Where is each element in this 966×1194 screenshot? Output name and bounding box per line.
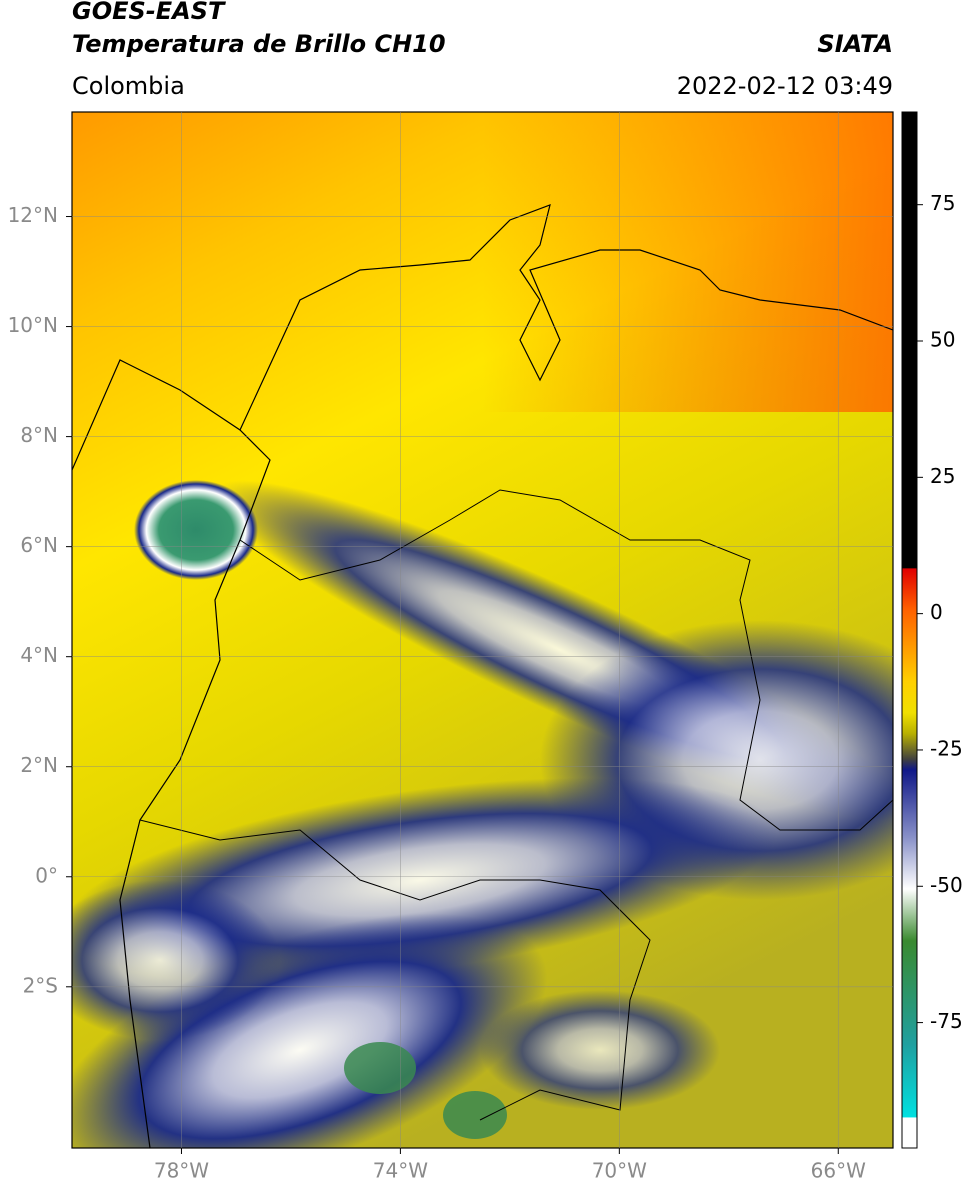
y-tick-label: 4°N bbox=[20, 643, 58, 667]
colorbar-tick-label: 75 bbox=[930, 191, 955, 215]
colorbar-tick-label: -75 bbox=[930, 1009, 963, 1033]
colorbar-tick-label: 25 bbox=[930, 464, 955, 488]
y-tick-label: 0° bbox=[35, 863, 58, 887]
colorbar-tick-label: -50 bbox=[930, 873, 963, 897]
source: SIATA bbox=[817, 30, 893, 58]
x-tick-label: 66°W bbox=[811, 1159, 866, 1183]
satellite-image bbox=[72, 112, 893, 1148]
y-tick-label: 8°N bbox=[20, 423, 58, 447]
region: Colombia bbox=[72, 72, 185, 100]
x-tick-label: 70°W bbox=[592, 1159, 647, 1183]
y-tick-label: 2°N bbox=[20, 753, 58, 777]
colorbar-tick-label: -25 bbox=[930, 736, 963, 760]
colorbar-tick-label: 0 bbox=[930, 600, 943, 624]
y-tick-label: 6°N bbox=[20, 533, 58, 557]
x-tick-label: 74°W bbox=[373, 1159, 428, 1183]
y-tick-label: 2°S bbox=[23, 973, 58, 997]
map-frame bbox=[71, 111, 894, 1149]
y-tick-label: 10°N bbox=[8, 313, 58, 337]
colorbar-tick-label: 50 bbox=[930, 328, 955, 352]
x-tick-label: 78°W bbox=[154, 1159, 209, 1183]
title: GOES-EAST bbox=[72, 0, 226, 25]
datetime: 2022-02-12 03:49 bbox=[677, 72, 893, 100]
y-tick-label: 12°N bbox=[8, 203, 58, 227]
colorbar bbox=[901, 111, 918, 1149]
subtitle: Temperatura de Brillo CH10 bbox=[72, 30, 446, 58]
